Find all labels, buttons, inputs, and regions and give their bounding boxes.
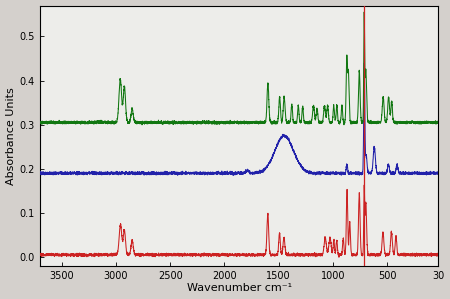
X-axis label: Wavenumber cm⁻¹: Wavenumber cm⁻¹ xyxy=(187,283,292,293)
Y-axis label: Absorbance Units: Absorbance Units xyxy=(5,87,16,184)
